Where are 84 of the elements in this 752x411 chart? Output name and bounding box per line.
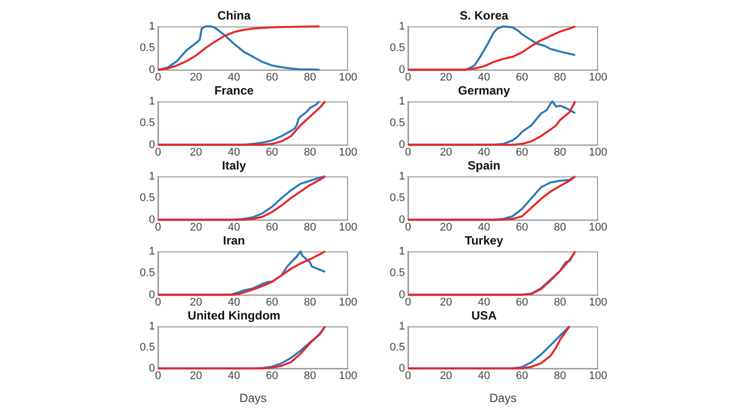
x-tick-label: 60 <box>516 71 528 84</box>
x-tick-label: 60 <box>516 370 528 382</box>
y-tick-label: 1 <box>148 320 155 332</box>
x-tick-label: 60 <box>266 71 278 84</box>
x-tick-label: 40 <box>478 221 490 234</box>
chart-title: Spain <box>468 158 500 173</box>
x-tick-label: 20 <box>440 296 452 308</box>
x-tick-label: 100 <box>338 71 358 84</box>
x-tick-label: 20 <box>190 296 202 308</box>
x-tick-label: 80 <box>554 71 566 84</box>
x-tick-label: 40 <box>228 71 240 84</box>
x-axis-title: Days <box>239 391 267 406</box>
x-tick-label: 80 <box>554 146 566 158</box>
y-tick-label: 0.5 <box>140 192 155 204</box>
chart-title: Iran <box>222 234 246 248</box>
x-tick-label: 80 <box>554 221 566 234</box>
y-tick-label: 1 <box>148 95 155 108</box>
y-tick-label: 0.5 <box>140 42 155 54</box>
x-tick-label: 80 <box>304 221 316 234</box>
x-tick-label: 40 <box>228 146 240 158</box>
x-tick-label: 40 <box>228 296 240 308</box>
y-tick-label: 0.5 <box>390 267 405 280</box>
x-tick-label: 80 <box>304 146 316 158</box>
chart-title: USA <box>471 308 497 323</box>
y-tick-label: 1 <box>398 95 405 108</box>
x-tick-label: 40 <box>228 370 240 382</box>
x-tick-label: 60 <box>516 296 528 308</box>
y-tick-label: 1 <box>148 20 155 32</box>
y-tick-label: 1 <box>148 170 155 182</box>
y-tick-label: 0 <box>148 362 155 374</box>
chart-title: China <box>217 8 251 23</box>
x-tick-label: 20 <box>190 221 202 234</box>
y-tick-label: 0 <box>398 362 405 374</box>
x-tick-label: 60 <box>516 146 528 158</box>
y-tick-label: 0.5 <box>390 117 405 130</box>
x-tick-label: 100 <box>338 296 358 308</box>
x-tick-label: 80 <box>304 296 316 308</box>
y-tick-label: 1 <box>398 320 405 332</box>
x-tick-label: 100 <box>338 221 358 234</box>
chart-title: S. Korea <box>460 8 509 23</box>
chart-title: Germany <box>458 84 510 98</box>
x-tick-label: 100 <box>588 296 608 308</box>
x-tick-label: 60 <box>516 221 528 234</box>
y-tick-label: 0.5 <box>140 341 155 354</box>
x-tick-label: 60 <box>266 146 278 158</box>
y-tick-label: 0.5 <box>140 117 155 130</box>
x-tick-label: 20 <box>190 146 202 158</box>
y-tick-label: 1 <box>398 245 405 258</box>
y-tick-label: 1 <box>398 170 405 182</box>
chart-title: France <box>214 84 254 98</box>
y-tick-label: 0.5 <box>390 341 405 354</box>
x-tick-label: 100 <box>588 221 608 234</box>
y-tick-label: 0.5 <box>140 267 155 280</box>
x-tick-label: 60 <box>266 296 278 308</box>
chart-title: Turkey <box>464 234 504 248</box>
chart-title: Italy <box>222 158 246 173</box>
x-tick-label: 40 <box>478 71 490 84</box>
x-tick-label: 100 <box>338 370 358 382</box>
x-tick-label: 60 <box>266 370 278 382</box>
x-tick-label: 100 <box>588 370 608 382</box>
x-tick-label: 80 <box>554 296 566 308</box>
x-tick-label: 100 <box>338 146 358 158</box>
x-tick-label: 20 <box>190 370 202 382</box>
x-tick-label: 80 <box>304 370 316 382</box>
x-tick-label: 40 <box>478 146 490 158</box>
x-tick-label: 40 <box>478 370 490 382</box>
x-tick-label: 20 <box>440 221 452 234</box>
x-tick-label: 20 <box>440 146 452 158</box>
x-tick-label: 20 <box>190 71 202 84</box>
x-tick-label: 40 <box>228 221 240 234</box>
y-tick-label: 0.5 <box>390 192 405 204</box>
y-tick-label: 1 <box>148 245 155 258</box>
y-tick-label: 0.5 <box>390 42 405 54</box>
x-tick-label: 80 <box>304 71 316 84</box>
x-tick-label: 100 <box>588 71 608 84</box>
x-tick-label: 40 <box>478 296 490 308</box>
y-tick-label: 1 <box>398 20 405 32</box>
x-tick-label: 80 <box>554 370 566 382</box>
x-axis-title: Days <box>489 391 517 406</box>
chart-title: United Kingdom <box>188 308 280 323</box>
x-tick-label: 60 <box>266 221 278 234</box>
x-tick-label: 100 <box>588 146 608 158</box>
x-tick-label: 20 <box>440 71 452 84</box>
x-tick-label: 20 <box>440 370 452 382</box>
